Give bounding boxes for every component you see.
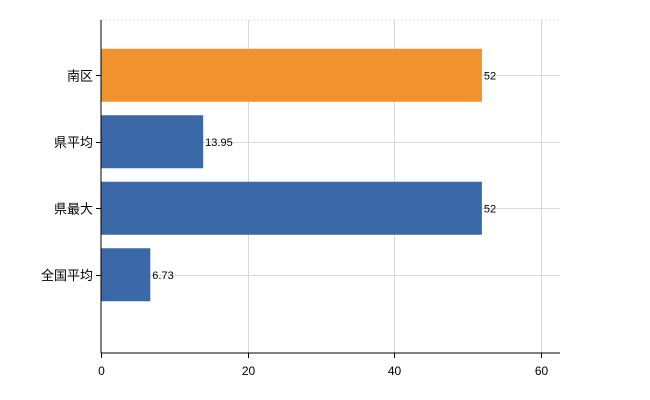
data-label: 52	[484, 203, 496, 215]
data-labels: 52 13.95 52 6.73	[152, 70, 496, 282]
x-tick-label: 20	[242, 364, 256, 378]
x-tick-labels: 0 20 40 60	[98, 364, 548, 378]
bar	[101, 181, 482, 235]
bar	[101, 48, 482, 102]
category-label: 県最大	[54, 202, 93, 217]
data-label: 6.73	[152, 270, 173, 282]
bars	[101, 48, 482, 302]
x-tick-label: 0	[98, 364, 105, 378]
data-label: 13.95	[205, 137, 233, 149]
x-tick-label: 40	[388, 364, 402, 378]
bar	[101, 115, 204, 169]
data-label: 52	[484, 70, 496, 82]
category-label: 県平均	[54, 136, 93, 151]
category-label: 南区	[67, 68, 93, 84]
category-label: 全国平均	[41, 268, 93, 284]
bar	[101, 248, 151, 302]
x-tick-label: 60	[535, 364, 549, 378]
axes	[96, 20, 560, 358]
